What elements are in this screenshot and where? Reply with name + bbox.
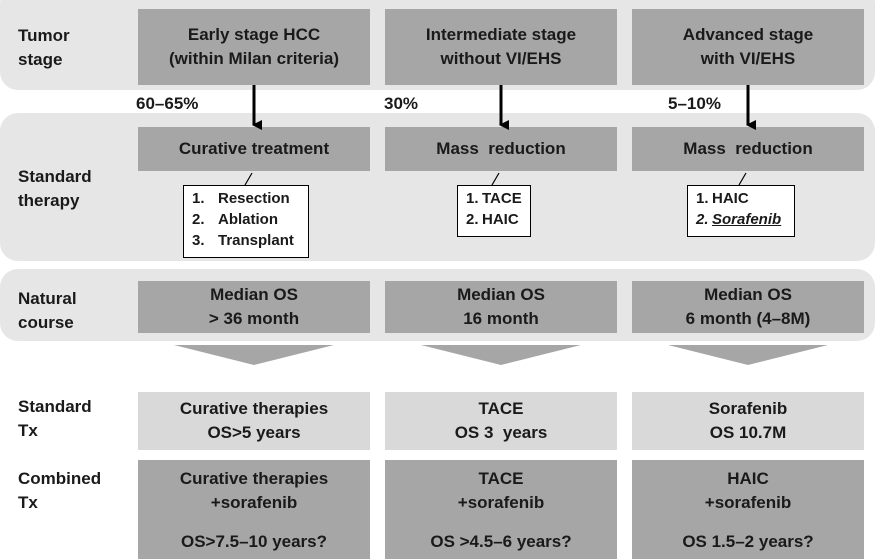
list-item: 2. Sorafenib (696, 211, 782, 228)
therapy-list-curative: 1. Resection 2. Ablation 3. Transplant (183, 185, 309, 258)
list-item: 1. TACE (466, 190, 522, 207)
percent-early: 60–65% (136, 94, 199, 113)
standard-tx-box-intermediate: TACE OS 3 years (385, 392, 617, 450)
row-label-standard-tx: Standard Tx (18, 397, 92, 440)
list-item: 2. Ablation (192, 211, 278, 228)
combined-tx-box-intermediate: TACE +sorafenib OS >4.5–6 years? (385, 460, 617, 559)
connector-line (491, 172, 500, 186)
row-label-standard-therapy: Standard therapy (18, 167, 92, 210)
therapy-list-advanced: 1. HAIC 2. Sorafenib (687, 185, 795, 237)
list-item: 2. HAIC (466, 211, 519, 228)
stage-box-intermediate: Intermediate stage without VI/EHS (385, 9, 617, 85)
stage-box-advanced: Advanced stage with VI/EHS (632, 9, 864, 85)
standard-tx-box-early: Curative therapies OS>5 years (138, 392, 370, 450)
natural-box-intermediate: Median OS 16 month (385, 281, 617, 333)
percent-intermediate: 30% (384, 94, 419, 113)
row-label-tumor-stage: Tumor stage (18, 26, 70, 69)
therapy-list-intermediate: 1. TACE 2. HAIC (457, 185, 531, 237)
natural-box-early: Median OS > 36 month (138, 281, 370, 333)
connector-line (738, 172, 747, 186)
therapy-box-mass-reduction-advanced: Mass reduction (632, 127, 864, 171)
connector-line (244, 172, 253, 186)
natural-box-advanced: Median OS 6 month (4–8M) (632, 281, 864, 333)
row-label-combined-tx: Combined Tx (18, 469, 102, 512)
list-item: 3. Transplant (192, 232, 294, 249)
down-triangle-icon (668, 345, 828, 365)
stage-box-early: Early stage HCC (within Milan criteria) (138, 9, 370, 85)
down-triangle-icon (174, 345, 334, 365)
row-label-natural-course: Natural course (18, 289, 77, 332)
list-item: 1. HAIC (696, 190, 749, 207)
percent-advanced: 5–10% (668, 94, 721, 113)
combined-tx-box-early: Curative therapies +sorafenib OS>7.5–10 … (138, 460, 370, 559)
therapy-box-mass-reduction-intermediate: Mass reduction (385, 127, 617, 171)
therapy-box-curative: Curative treatment (138, 127, 370, 171)
list-item: 1. Resection (192, 190, 290, 207)
combined-tx-box-advanced: HAIC +sorafenib OS 1.5–2 years? (632, 460, 864, 559)
down-triangle-icon (421, 345, 581, 365)
standard-tx-box-advanced: Sorafenib OS 10.7M (632, 392, 864, 450)
